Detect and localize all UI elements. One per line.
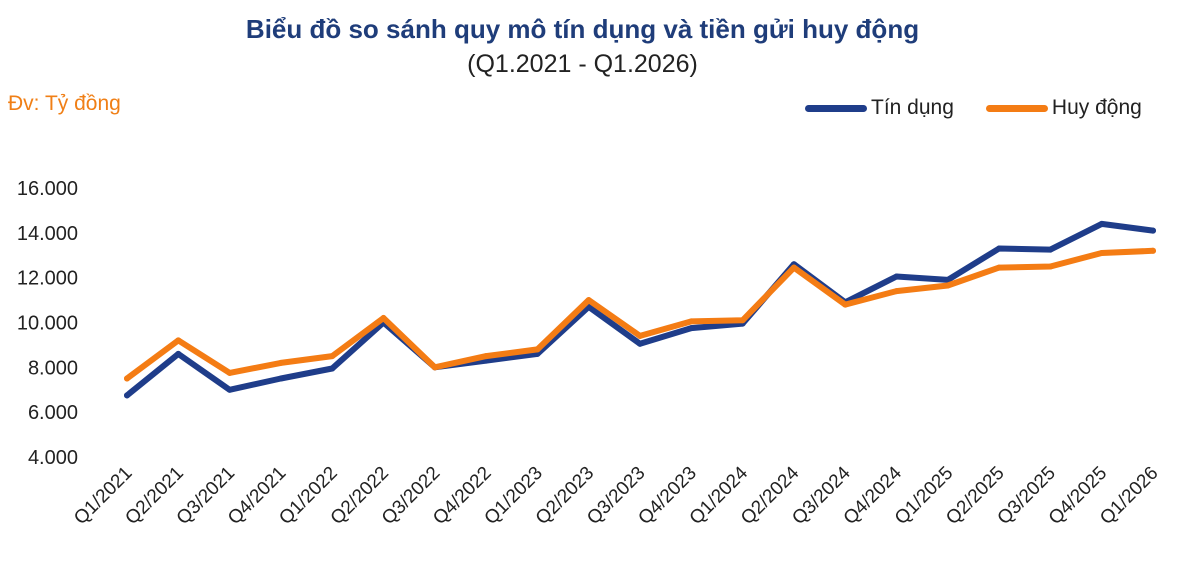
data-point-credit	[1047, 247, 1053, 253]
y-tick-label: 14.000	[17, 223, 78, 245]
data-point-credit	[124, 392, 130, 398]
data-point-deposit	[996, 265, 1002, 271]
data-point-credit	[278, 376, 284, 382]
data-point-deposit	[637, 333, 643, 339]
data-point-deposit	[227, 370, 233, 376]
data-point-deposit	[329, 353, 335, 359]
data-point-deposit	[586, 297, 592, 303]
data-point-credit	[175, 351, 181, 357]
data-point-deposit	[381, 315, 387, 321]
data-point-deposit	[175, 337, 181, 343]
data-point-deposit	[534, 346, 540, 352]
data-point-credit	[329, 365, 335, 371]
data-point-credit	[688, 325, 694, 331]
data-point-deposit	[483, 353, 489, 359]
data-point-deposit	[1150, 248, 1156, 254]
data-point-deposit	[894, 288, 900, 294]
data-point-credit	[894, 274, 900, 280]
data-point-deposit	[278, 360, 284, 366]
data-point-credit	[1099, 221, 1105, 227]
data-point-deposit	[740, 317, 746, 323]
data-point-deposit	[688, 318, 694, 324]
data-point-deposit	[791, 265, 797, 271]
data-point-deposit	[124, 376, 130, 382]
y-tick-label: 8.000	[28, 357, 78, 379]
data-point-deposit	[1047, 263, 1053, 269]
data-point-credit	[637, 341, 643, 347]
data-point-credit	[227, 387, 233, 393]
y-tick-label: 4.000	[28, 447, 78, 469]
y-tick-label: 12.000	[17, 268, 78, 290]
y-tick-label: 16.000	[17, 178, 78, 200]
y-tick-label: 6.000	[28, 402, 78, 424]
data-point-credit	[1150, 228, 1156, 234]
data-point-deposit	[432, 364, 438, 370]
data-point-credit	[996, 246, 1002, 252]
data-point-deposit	[1099, 250, 1105, 256]
data-point-deposit	[945, 283, 951, 289]
y-tick-label: 10.000	[17, 313, 78, 335]
data-point-deposit	[842, 302, 848, 308]
